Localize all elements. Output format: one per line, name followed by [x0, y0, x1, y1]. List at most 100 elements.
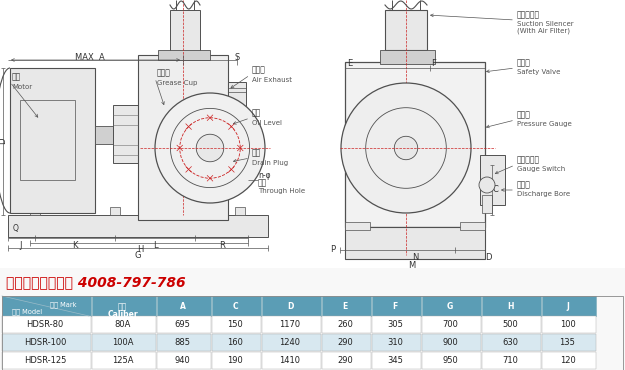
Bar [322, 352, 371, 369]
Bar [422, 334, 481, 351]
Text: Discharge Bore: Discharge Bore [517, 191, 570, 197]
Text: 160: 160 [227, 338, 243, 347]
Bar [113, 105, 138, 163]
Text: 记号 Mark: 记号 Mark [50, 301, 76, 307]
Bar [542, 296, 596, 316]
Text: 油板: 油板 [252, 108, 261, 117]
Bar [542, 316, 596, 333]
Text: E: E [348, 58, 352, 67]
Text: K: K [72, 240, 78, 249]
Bar [157, 296, 211, 316]
Bar [20, 100, 75, 180]
Text: F: F [431, 58, 436, 67]
Bar [372, 334, 421, 351]
Text: 排出口: 排出口 [517, 180, 531, 189]
Text: Q: Q [13, 223, 19, 232]
Text: 290: 290 [337, 356, 353, 365]
Bar [262, 316, 321, 333]
Text: 吸入消音器: 吸入消音器 [517, 10, 540, 19]
Text: Air Exhaust: Air Exhaust [252, 77, 292, 83]
Bar [110, 207, 120, 215]
Bar [2, 316, 91, 333]
Text: 压力表: 压力表 [517, 110, 531, 119]
Bar [262, 334, 321, 351]
Text: M: M [408, 260, 416, 269]
Text: 940: 940 [174, 356, 191, 365]
Bar [385, 10, 427, 50]
Bar [482, 334, 541, 351]
Text: 305: 305 [387, 320, 403, 329]
Bar [2, 334, 91, 351]
Text: 1410: 1410 [279, 356, 301, 365]
Bar [422, 352, 481, 369]
Bar [345, 222, 370, 230]
Bar [460, 222, 485, 230]
Bar [92, 352, 156, 369]
Text: 电机: 电机 [12, 72, 21, 81]
Text: 丝堵: 丝堵 [252, 148, 261, 157]
Bar [212, 334, 261, 351]
Bar [138, 55, 228, 220]
Bar [372, 352, 421, 369]
Bar [345, 62, 485, 227]
Circle shape [341, 83, 471, 213]
Text: Drain Plug: Drain Plug [252, 160, 288, 166]
Bar [262, 352, 321, 369]
Text: Grease Cup: Grease Cup [157, 80, 198, 86]
Text: 190: 190 [227, 356, 243, 365]
Text: 630: 630 [502, 338, 518, 347]
Text: N: N [412, 253, 418, 262]
Text: D: D [287, 302, 293, 311]
Text: 950: 950 [442, 356, 458, 365]
Bar [10, 68, 95, 213]
Text: 150: 150 [227, 320, 243, 329]
Bar [92, 296, 156, 316]
Text: 1170: 1170 [279, 320, 301, 329]
Bar [92, 334, 156, 351]
Circle shape [155, 93, 265, 203]
Text: Suction Silencer
(With Air Filter): Suction Silencer (With Air Filter) [517, 21, 574, 34]
Text: 125A: 125A [112, 356, 133, 365]
Bar [322, 334, 371, 351]
Bar [190, 207, 200, 215]
Bar [8, 215, 268, 237]
Text: 500: 500 [502, 320, 518, 329]
Text: P: P [330, 246, 335, 255]
Text: Caliber: Caliber [107, 310, 138, 319]
Bar [542, 334, 596, 351]
Text: 排气体: 排气体 [252, 65, 266, 74]
Bar [212, 296, 261, 316]
Text: C: C [492, 185, 498, 195]
Text: 1240: 1240 [279, 338, 301, 347]
Bar [380, 50, 435, 64]
Text: R: R [219, 240, 225, 249]
Bar [92, 316, 156, 333]
Bar [235, 207, 245, 215]
Bar [482, 352, 541, 369]
Bar [158, 50, 210, 60]
Text: 885: 885 [174, 338, 191, 347]
Text: 80A: 80A [114, 320, 131, 329]
Bar [157, 334, 211, 351]
Text: HDSR-80: HDSR-80 [26, 320, 64, 329]
Bar [30, 207, 40, 215]
Bar [2, 296, 623, 370]
Bar [422, 296, 481, 316]
Text: H: H [137, 246, 143, 255]
Bar [212, 316, 261, 333]
Bar [95, 126, 113, 144]
Bar [322, 296, 371, 316]
Text: Safety Valve: Safety Valve [517, 69, 561, 75]
Text: Gauge Switch: Gauge Switch [517, 166, 565, 172]
Text: S: S [234, 53, 239, 61]
Circle shape [196, 134, 224, 162]
Text: 710: 710 [502, 356, 518, 365]
Text: J: J [20, 240, 22, 249]
Circle shape [479, 177, 495, 193]
Text: 120: 120 [559, 356, 576, 365]
Bar [2, 352, 91, 369]
Bar [480, 155, 505, 205]
Text: Oil Level: Oil Level [252, 120, 282, 126]
Bar [345, 227, 485, 259]
Text: Pressure Gauge: Pressure Gauge [517, 121, 572, 127]
